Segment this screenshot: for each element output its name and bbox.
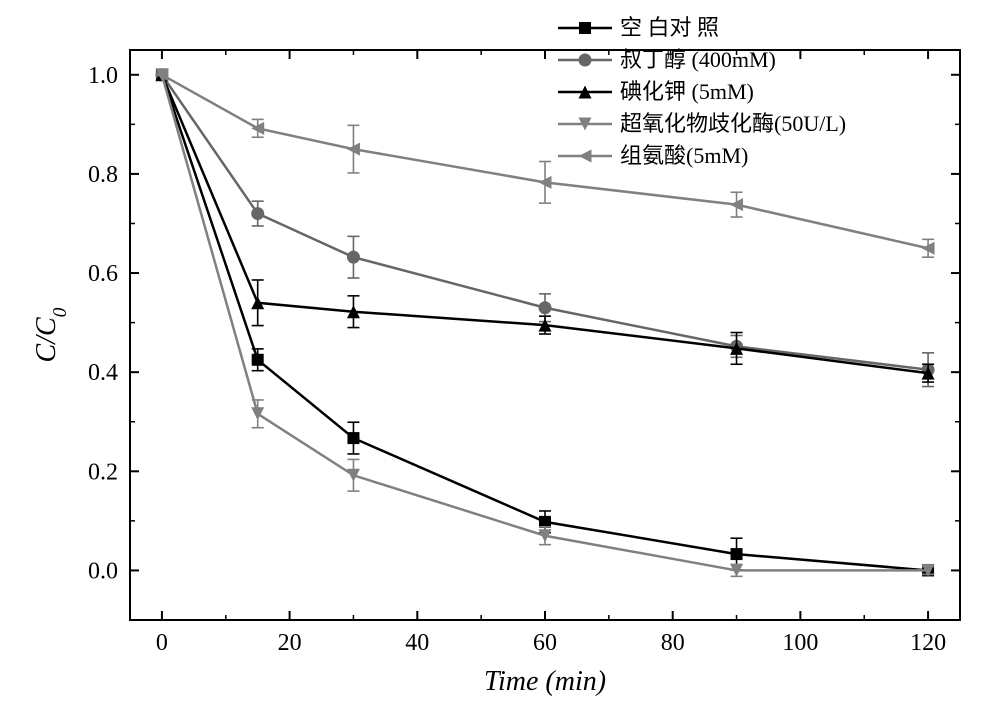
legend-label: 叔丁醇 (400mM) — [620, 47, 776, 72]
y-tick-label: 0.0 — [88, 558, 118, 584]
x-tick-label: 120 — [910, 630, 946, 656]
y-tick-label: 0.8 — [88, 162, 118, 188]
x-tick-label: 60 — [533, 630, 557, 656]
marker-circle — [539, 301, 552, 314]
marker-circle — [251, 207, 264, 220]
y-tick-label: 0.6 — [88, 261, 118, 287]
marker-circle — [579, 54, 592, 67]
marker-square — [252, 354, 264, 366]
chart-container: 0 20 40 60 80 100 120 0.0 0.2 0.4 0.6 0.8 1.0 Time (m… — [0, 0, 1000, 726]
y-tick-label: 0.2 — [88, 459, 118, 485]
x-tick-label: 40 — [405, 630, 429, 656]
x-tick-label: 80 — [661, 630, 685, 656]
y-tick-label: 0.4 — [88, 360, 118, 386]
legend-label: 超氧化物歧化酶(50U/L) — [620, 111, 846, 136]
marker-circle — [347, 251, 360, 264]
marker-square — [579, 22, 591, 34]
legend-label: 空 白对 照 — [620, 15, 719, 40]
marker-square — [731, 548, 743, 560]
marker-square — [347, 432, 359, 444]
legend-label: 组氨酸(5mM) — [620, 143, 748, 168]
y-tick-label: 1.0 — [88, 63, 118, 89]
x-tick-label: 100 — [782, 630, 818, 656]
x-tick-label: 20 — [278, 630, 302, 656]
x-tick-label: 0 — [156, 630, 168, 656]
legend-label: 碘化钾 (5mM) — [620, 79, 754, 104]
x-axis-label: Time (min) — [484, 666, 606, 697]
line-chart: 0 20 40 60 80 100 120 0.0 0.2 0.4 0.6 0.8 1.0 Time (m… — [0, 0, 1000, 726]
